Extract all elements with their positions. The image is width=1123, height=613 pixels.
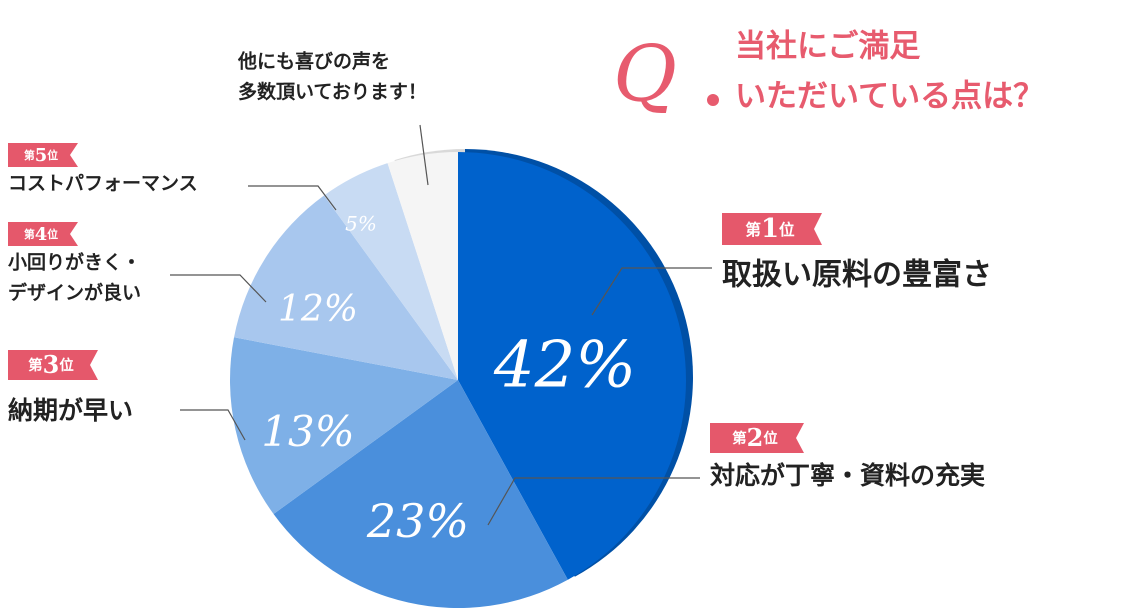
category-label: 小回りがきく・ — [8, 251, 141, 274]
leader-line — [419, 124, 429, 186]
slice — [234, 195, 458, 380]
value-label: 42% — [493, 329, 636, 403]
rank-part: 第 — [745, 220, 761, 239]
leader-line — [248, 185, 337, 211]
rank-part: 第 — [24, 148, 35, 162]
leader-line — [487, 477, 700, 526]
value-label: 12% — [278, 289, 358, 330]
slice — [230, 337, 458, 515]
title-mark: Q — [613, 30, 677, 120]
slice — [458, 152, 686, 580]
rank-badge — [710, 423, 804, 453]
rank-part: 位 — [763, 429, 778, 447]
category-label: デザインが良い — [8, 281, 141, 304]
value-label: 23% — [366, 494, 469, 548]
rank-part: 1 — [761, 214, 779, 244]
leader-line — [591, 267, 712, 316]
category-label: コストパフォーマンス — [8, 173, 198, 195]
rank-part: 位 — [779, 220, 795, 239]
rank-part: 位 — [47, 227, 58, 241]
rank-label: 第1位 — [745, 214, 795, 244]
rank-part: 第 — [28, 356, 42, 374]
rank-label: 第4位 — [24, 224, 58, 245]
rank-badge — [8, 222, 78, 246]
rank-part: 4 — [35, 224, 48, 245]
category-label: 対応が丁寧・資料の充実 — [710, 461, 985, 490]
rank-badge — [722, 213, 822, 245]
title-line: 当社にご満足 — [735, 29, 920, 65]
value-label: 13% — [261, 407, 354, 456]
rank-part: 第 — [24, 227, 35, 241]
rank-part: 5 — [35, 145, 48, 166]
rank-label: 第2位 — [732, 423, 778, 452]
slice — [273, 380, 568, 609]
rank-badge — [8, 143, 78, 167]
rank-label: 第5位 — [24, 145, 58, 166]
leader-line — [180, 409, 246, 441]
slice — [387, 152, 458, 380]
category-label: 納期が早い — [8, 396, 133, 425]
category-label: 取扱い原料の豊富さ — [722, 258, 992, 293]
rank-part: 3 — [43, 350, 60, 379]
leader-line — [170, 274, 267, 303]
rank-part: 位 — [47, 148, 58, 162]
title-bullet — [707, 94, 719, 106]
category-label: 他にも喜びの声を — [237, 50, 390, 73]
rank-label: 第3位 — [28, 350, 74, 379]
rank-part: 位 — [59, 356, 74, 374]
slice — [323, 163, 458, 380]
title-line: いただいている点は？ — [735, 79, 1044, 115]
rank-part: 2 — [747, 423, 764, 452]
rank-badge — [8, 350, 98, 380]
value-label: 5% — [345, 212, 377, 236]
rank-part: 第 — [732, 429, 746, 447]
category-label: 多数頂いております！ — [238, 80, 427, 103]
